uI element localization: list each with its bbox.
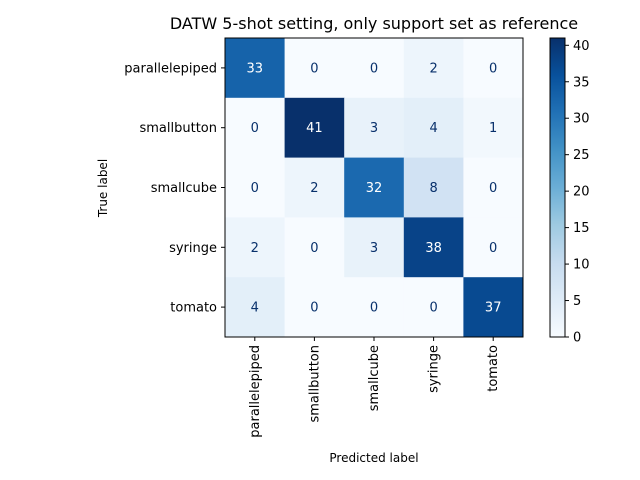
heatmap-cell	[284, 277, 345, 338]
heatmap-cell	[344, 277, 405, 338]
y-tick-label: syringe	[169, 241, 217, 256]
heatmap-cell	[463, 97, 524, 159]
cell-value-label: 41	[306, 121, 323, 136]
y-tick-label: smallcube	[151, 181, 217, 196]
cell-value-label: 37	[485, 301, 502, 316]
cell-value-label: 0	[251, 181, 259, 196]
heatmap-cell	[225, 38, 286, 99]
heatmap-cell	[403, 217, 464, 278]
cell-value-label: 0	[489, 181, 497, 196]
cell-value-label: 0	[310, 301, 318, 316]
heatmap-cell	[344, 97, 405, 159]
cell-value-label: 8	[429, 181, 437, 196]
cell-value-label: 2	[251, 241, 259, 256]
colorbar-tick-label: 20	[573, 185, 590, 200]
cell-value-label: 0	[429, 301, 437, 316]
cell-value-label: 3	[370, 121, 378, 136]
heatmap-cell	[284, 157, 345, 218]
colorbar-tick-label: 30	[573, 112, 590, 127]
heatmap-cell	[225, 97, 286, 159]
cell-value-label: 3	[370, 241, 378, 256]
heatmap-cell	[225, 157, 286, 218]
colorbar	[549, 37, 566, 338]
heatmap-cell	[284, 38, 345, 99]
cell-value-label: 0	[489, 241, 497, 256]
y-axis: parallelepiped smallbutton smallcube syring…	[124, 61, 225, 316]
x-axis: parallelepiped smallbutton smallcube syring…	[248, 337, 501, 438]
cell-value-label: 0	[370, 301, 378, 316]
colorbar-tick-label: 5	[573, 294, 581, 309]
chart-title: DATW 5-shot setting, only support set as…	[170, 14, 578, 33]
cell-value-label: 0	[310, 61, 318, 76]
cell-value-label: 1	[489, 121, 497, 136]
y-axis-label: True label	[96, 159, 110, 218]
x-axis-label: Predicted label	[329, 451, 418, 465]
cell-value-label: 0	[251, 121, 259, 136]
heatmap-cell	[463, 217, 524, 278]
heatmap-cell	[463, 277, 524, 338]
y-tick-label: parallelepiped	[124, 61, 217, 76]
colorbar-tick-label: 0	[573, 331, 581, 346]
cell-value-label: 33	[247, 61, 264, 76]
y-tick-label: smallbutton	[139, 121, 217, 136]
cell-value-label: 0	[370, 61, 378, 76]
heatmap-cell	[403, 277, 464, 338]
heatmap-cell	[344, 38, 405, 99]
heatmap-cells	[225, 38, 524, 338]
colorbar-tick-label: 25	[573, 148, 590, 163]
colorbar-ticks: 0 5 10 15 20 25 30 35 40	[565, 39, 590, 346]
heatmap-cell	[284, 217, 345, 278]
heatmap-cell	[403, 157, 464, 218]
heatmap-cell	[225, 277, 286, 338]
heatmap-cell	[463, 38, 524, 99]
cell-value-label: 38	[425, 241, 442, 256]
colorbar-tick-label: 40	[573, 39, 590, 54]
x-tick-label: smallcube	[367, 345, 382, 411]
cell-value-label: 4	[429, 121, 437, 136]
cell-value-label: 4	[251, 301, 259, 316]
colorbar-tick-label: 35	[573, 75, 590, 90]
x-tick-label: syringe	[427, 345, 442, 393]
cell-value-label: 0	[489, 61, 497, 76]
heatmap-cell	[284, 97, 345, 159]
heatmap-cell	[463, 157, 524, 218]
y-tick-label: tomato	[170, 301, 217, 316]
heatmap-cell	[225, 217, 286, 278]
x-tick-label: tomato	[486, 345, 501, 392]
heatmap-cell	[403, 97, 464, 159]
cell-value-label: 2	[310, 181, 318, 196]
colorbar-tick-label: 15	[573, 221, 590, 236]
heatmap-cell	[344, 157, 405, 218]
cell-value-label: 2	[429, 61, 437, 76]
heatmap-cell-labels: 33 0 0 2 00 41 3 4 10 2 32 8 02 0 3 38 04 0 0 0 37	[247, 61, 502, 315]
colorbar-tick-label: 10	[573, 258, 590, 273]
cell-value-label: 32	[366, 181, 383, 196]
heatmap-cell	[403, 38, 464, 99]
heatmap-cell	[344, 217, 405, 278]
x-tick-label: parallelepiped	[248, 345, 263, 438]
cell-value-label: 0	[310, 241, 318, 256]
x-tick-label: smallbutton	[307, 345, 322, 423]
